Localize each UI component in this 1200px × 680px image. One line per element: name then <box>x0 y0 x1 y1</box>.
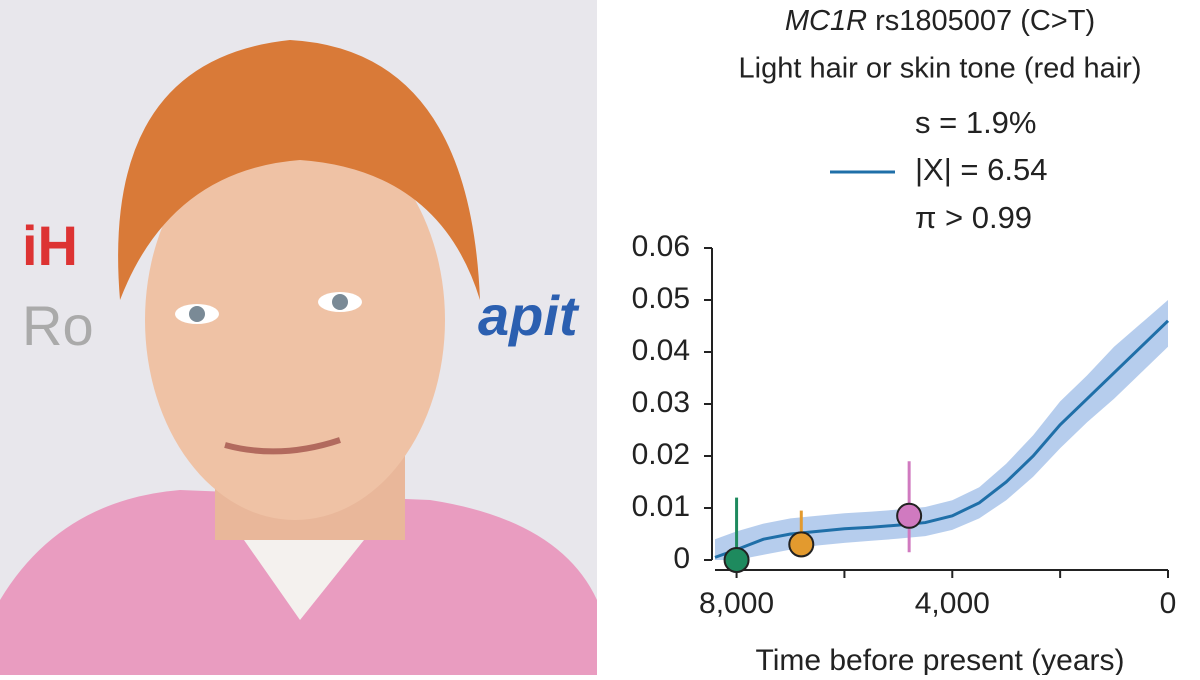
backdrop-text: Ro <box>22 294 94 357</box>
hair <box>118 40 480 300</box>
divider <box>597 0 600 675</box>
shirt <box>230 520 380 620</box>
legend-text: s = 1.9% <box>915 105 1037 140</box>
point <box>723 547 750 573</box>
title-gene: MC1R <box>785 5 867 37</box>
confidence-band <box>715 300 1168 560</box>
y-tick-label: 0.04 <box>632 334 690 367</box>
y-tick-label: 0.06 <box>632 230 690 263</box>
point <box>788 531 815 558</box>
y-tick-label: 0.01 <box>632 490 690 523</box>
legend-text: |X| = 6.54 <box>915 152 1047 187</box>
chart-subtitle: Light hair or skin tone (red hair) <box>739 53 1142 85</box>
face <box>145 120 445 520</box>
legend-text: π > 0.99 <box>915 200 1032 235</box>
x-tick-label: 4,000 <box>915 587 990 620</box>
x-tick-label: 0 <box>1160 587 1177 620</box>
x-tick-label: 8,000 <box>699 587 774 620</box>
photo: iH Ro apit <box>0 0 597 675</box>
point <box>896 502 923 529</box>
line <box>714 319 1170 559</box>
y-tick-label: 0.05 <box>632 282 690 315</box>
chart: MC1R rs1805007 (C>T) Light hair or skin … <box>632 5 1177 677</box>
y-tick-label: 0 <box>673 542 690 575</box>
chart-title: MC1R rs1805007 (C>T) <box>785 5 1095 37</box>
y-tick-label: 0.03 <box>632 386 690 419</box>
mouth <box>224 437 341 455</box>
backdrop-text: apit <box>478 284 580 347</box>
backdrop-text: iH <box>22 214 78 277</box>
iris <box>189 306 205 322</box>
title-rest: rs1805007 (C>T) <box>875 5 1095 37</box>
iris <box>332 294 348 310</box>
y-tick-label: 0.02 <box>632 438 690 471</box>
x-axis-label: Time before present (years) <box>755 644 1124 675</box>
